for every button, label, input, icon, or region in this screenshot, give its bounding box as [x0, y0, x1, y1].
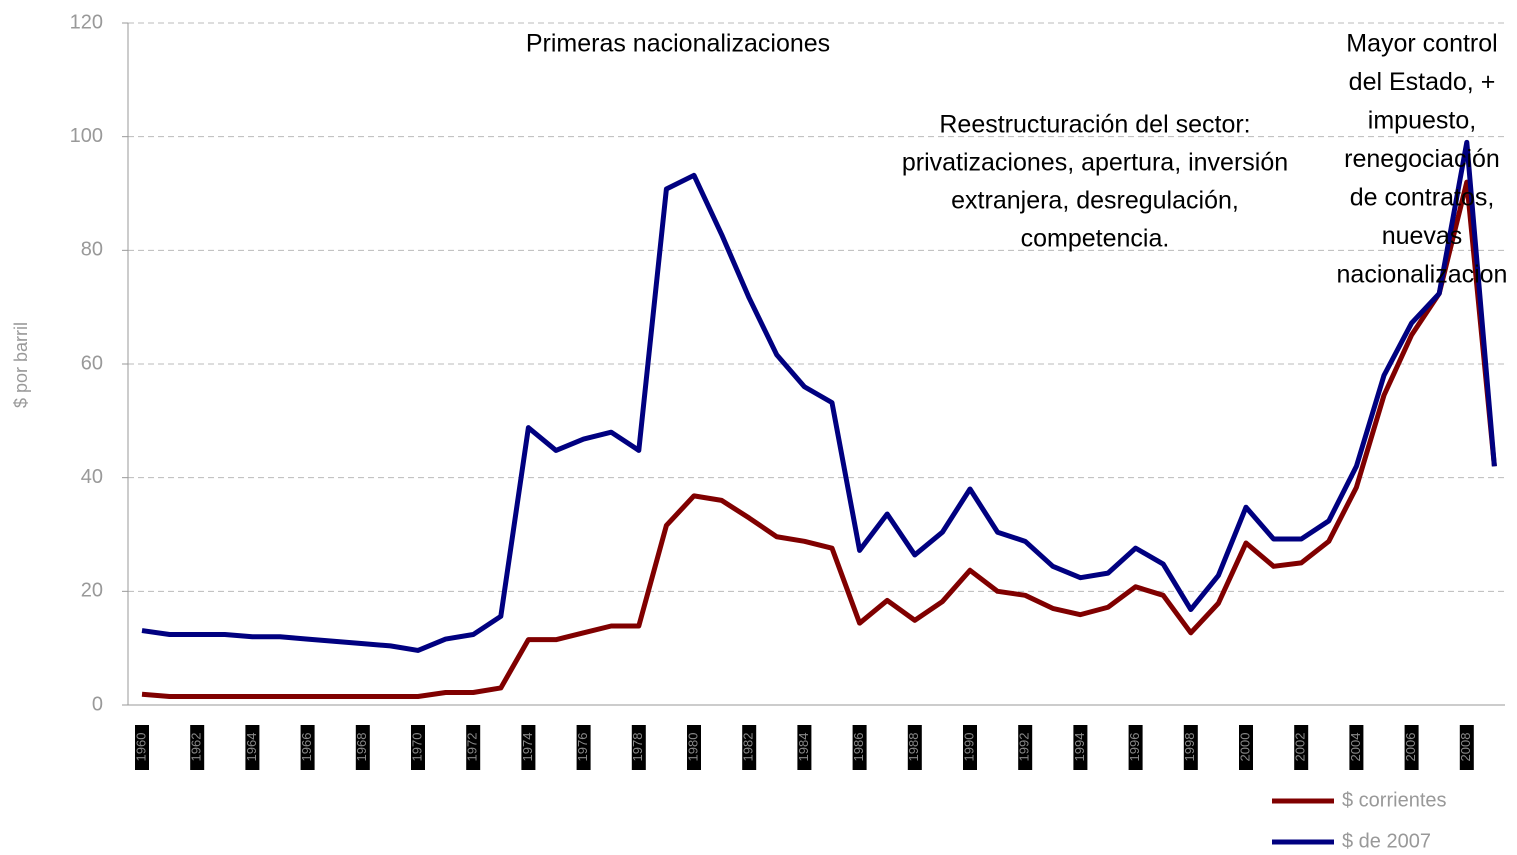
annotation: Primeras nacionalizaciones — [526, 30, 830, 58]
x-tick-box — [1183, 725, 1198, 770]
x-tick-box — [1128, 725, 1143, 770]
annotation: competencia. — [1021, 225, 1170, 253]
x-tick-label: 1962 — [189, 733, 204, 762]
y-tick-label: 60 — [81, 352, 103, 374]
x-tick-label: 1964 — [244, 733, 259, 762]
x-tick-box — [1018, 725, 1033, 770]
legend-label: $ de 2007 — [1342, 830, 1431, 852]
x-tick-label: 2008 — [1458, 733, 1473, 762]
x-tick-box — [576, 725, 591, 770]
annotation: nacionalizacion — [1337, 261, 1508, 289]
x-tick-label: 2006 — [1403, 733, 1418, 762]
x-tick-box — [1294, 725, 1309, 770]
x-tick-box — [355, 725, 370, 770]
x-tick-label: 1984 — [796, 733, 811, 762]
x-tick-box — [300, 725, 315, 770]
x-tick-label: 1976 — [575, 733, 590, 762]
annotation: de contratos, — [1350, 184, 1495, 212]
x-tick-box — [797, 725, 812, 770]
x-tick-label: 1986 — [851, 733, 866, 762]
x-tick-label: 1994 — [1072, 733, 1087, 762]
annotation: impuesto, — [1368, 107, 1476, 135]
annotation: Mayor control — [1346, 30, 1497, 58]
x-tick-box — [1073, 725, 1088, 770]
annotation: Reestructuración del sector: — [939, 111, 1250, 139]
series-line — [141, 139, 1497, 653]
x-tick-label: 1980 — [685, 733, 700, 762]
x-tick-box — [466, 725, 481, 770]
annotation: del Estado, + — [1349, 68, 1496, 96]
series-line — [141, 179, 1497, 699]
x-tick-box — [245, 725, 260, 770]
x-tick-label: 1990 — [961, 733, 976, 762]
y-tick-label: 20 — [81, 580, 103, 602]
annotation: nuevas — [1382, 222, 1463, 250]
x-tick-label: 2004 — [1348, 733, 1363, 762]
x-tick-label: 1988 — [906, 733, 921, 762]
x-tick-label: 1972 — [465, 733, 480, 762]
x-tick-label: 1982 — [741, 733, 756, 762]
x-tick-box — [852, 725, 867, 770]
x-tick-box — [1459, 725, 1474, 770]
y-tick-label: 80 — [81, 239, 103, 261]
x-tick-label: 1968 — [354, 733, 369, 762]
x-tick-label: 2000 — [1237, 733, 1252, 762]
x-tick-label: 1992 — [1017, 733, 1032, 762]
x-tick-box — [521, 725, 536, 770]
x-tick-box — [963, 725, 977, 770]
x-tick-box — [1404, 725, 1419, 770]
x-tick-label: 1970 — [409, 733, 424, 762]
x-tick-label: 1978 — [630, 733, 645, 762]
y-tick-label: 0 — [92, 693, 103, 715]
x-tick-box — [631, 725, 646, 770]
x-tick-box — [411, 725, 425, 770]
y-tick-label: 120 — [70, 11, 103, 33]
x-tick-box — [687, 725, 701, 770]
x-tick-label: 1998 — [1182, 733, 1197, 762]
y-axis-label: $ por barril — [11, 322, 31, 408]
x-tick-label: 1996 — [1127, 733, 1142, 762]
legend-label: $ corrientes — [1342, 789, 1447, 811]
y-tick-label: 100 — [70, 125, 103, 147]
annotation: extranjera, desregulación, — [951, 187, 1239, 215]
x-tick-box — [1239, 725, 1253, 770]
annotation: renegociación — [1344, 145, 1500, 173]
x-tick-box — [742, 725, 757, 770]
x-tick-box — [190, 725, 205, 770]
x-tick-label: 1966 — [299, 733, 314, 762]
annotation: privatizaciones, apertura, inversión — [902, 149, 1288, 177]
x-tick-box — [1349, 725, 1364, 770]
x-tick-label: 2002 — [1293, 733, 1308, 762]
x-tick-label: 1974 — [520, 733, 535, 762]
x-tick-box — [135, 725, 149, 770]
x-tick-label: 1960 — [133, 733, 148, 762]
y-tick-label: 40 — [81, 466, 103, 488]
x-tick-box — [907, 725, 922, 770]
